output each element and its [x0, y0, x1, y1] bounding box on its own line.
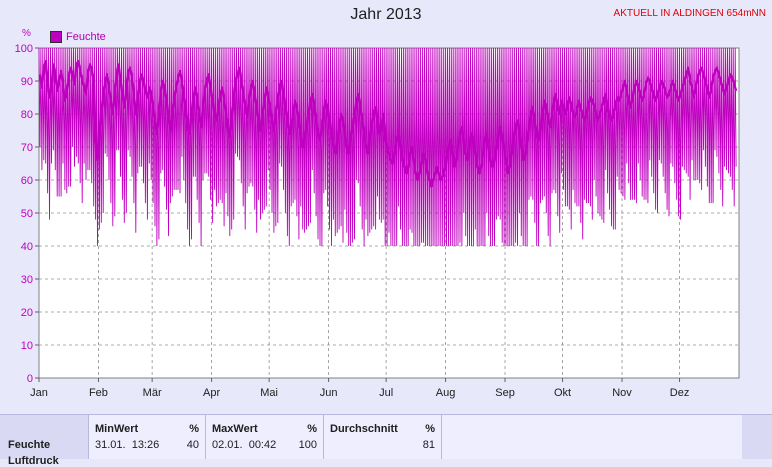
x-tick-label: Jan [30, 387, 48, 399]
y-tick-label: 80 [21, 109, 33, 121]
avg-unit: % [425, 423, 435, 435]
x-tick-label: Aug [436, 387, 456, 399]
x-tick-label: Mai [260, 387, 278, 399]
max-cell: MaxWert % 02.01. 00:42 100 [205, 415, 323, 459]
y-tick-label: 90 [21, 76, 33, 88]
y-tick-label: 20 [21, 307, 33, 319]
x-tick-label: Jun [320, 387, 338, 399]
min-time: 31.01. 13:26 [95, 439, 160, 451]
y-tick-label: 70 [21, 142, 33, 154]
stats-row-label: Feuchte [8, 439, 51, 451]
legend: Feuchte [50, 31, 106, 43]
x-tick-label: Sep [495, 387, 515, 399]
min-label: MinWert [95, 423, 139, 435]
y-tick-label: 60 [21, 175, 33, 187]
humidity-chart: 0 10 20 30 40 50 60 70 80 90 100 Jan Feb Mär Apr Mai Ju… [15, 28, 740, 399]
x-tick-label: Feb [89, 387, 108, 399]
empty-cell [441, 415, 742, 459]
x-tick-label: Nov [612, 387, 632, 399]
y-tick-label: 100 [15, 43, 33, 55]
max-time: 02.01. 00:42 [212, 439, 277, 451]
x-axis: Jan Feb Mär Apr Mai Jun Jul Aug Sep Okt Nov Dez [30, 378, 689, 399]
avg-value: 81 [422, 439, 435, 451]
stats-row-label-2: Luftdruck [8, 455, 59, 467]
y-axis-unit: % [22, 28, 31, 39]
max-label: MaxWert [212, 423, 258, 435]
y-tick-label: 0 [27, 373, 33, 385]
min-value: 40 [186, 439, 199, 451]
avg-cell: Durchschnitt % 81 [323, 415, 441, 459]
min-unit: % [189, 423, 199, 435]
avg-label: Durchschnitt [330, 423, 398, 435]
x-tick-label: Okt [554, 387, 571, 399]
max-unit: % [307, 423, 317, 435]
y-tick-label: 50 [21, 208, 33, 220]
series-feuchte-line [38, 60, 738, 188]
legend-swatch [50, 31, 62, 43]
max-value: 100 [298, 439, 317, 451]
station-label: AKTUELL IN ALDINGEN 654mNN [613, 8, 766, 19]
stats-panel: Feuchte Luftdruck MinWert % 31.01. 13:26… [0, 414, 772, 467]
chart-title: Jahr 2013 [350, 6, 422, 23]
y-tick-label: 30 [21, 274, 33, 286]
legend-label: Feuchte [66, 31, 106, 43]
series-feuchte [38, 47, 738, 247]
x-tick-label: Apr [203, 387, 220, 399]
x-tick-label: Dez [670, 387, 690, 399]
x-tick-label: Jul [379, 387, 393, 399]
min-cell: MinWert % 31.01. 13:26 40 [88, 415, 205, 459]
x-tick-label: Mär [143, 387, 162, 399]
y-tick-label: 10 [21, 340, 33, 352]
y-tick-label: 40 [21, 241, 33, 253]
y-axis: 0 10 20 30 40 50 60 70 80 90 100 [15, 43, 39, 385]
